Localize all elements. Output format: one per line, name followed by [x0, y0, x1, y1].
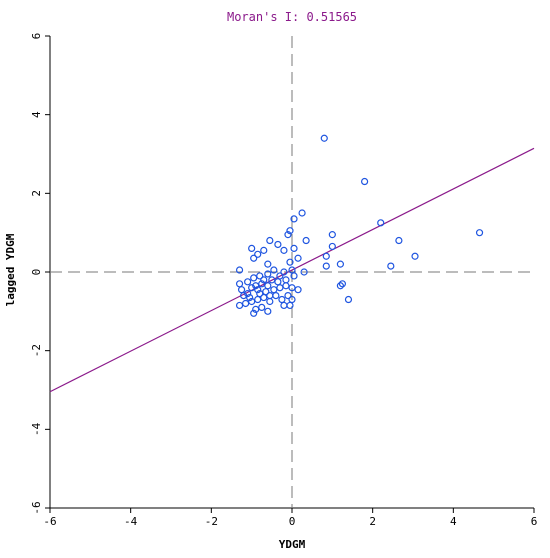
scatter-point [290, 272, 298, 280]
scatter-point [276, 284, 284, 292]
scatter-point [274, 278, 282, 286]
scatter-point [395, 236, 403, 245]
chart-title: Moran's I: 0.51565 [227, 10, 357, 24]
scatter-point [328, 242, 336, 251]
y-tick-label: 2 [30, 190, 43, 197]
scatter-point [258, 303, 266, 311]
scatter-point [240, 292, 248, 300]
scatter-point [282, 282, 290, 290]
scatter-point [254, 295, 262, 304]
scatter-point [290, 215, 298, 223]
scatter-point [260, 276, 268, 284]
x-tick-label: -4 [124, 515, 138, 528]
scatter-point [260, 246, 268, 254]
scatter-point [266, 292, 274, 300]
scatter-point [254, 286, 262, 294]
scatter-point [235, 280, 244, 288]
scatter-point [282, 276, 290, 284]
scatter-point [270, 286, 278, 294]
scatter-point [252, 305, 260, 313]
scatter-point [254, 250, 262, 258]
x-tick-label: 0 [289, 515, 296, 528]
scatter-point [272, 292, 280, 300]
scatter-point [475, 229, 484, 237]
scatter-point [302, 236, 310, 245]
scatter-point [377, 219, 385, 227]
scatter-point [248, 297, 256, 306]
scatter-point [237, 286, 246, 294]
scatter-point [328, 231, 336, 239]
y-tick-label: 6 [30, 33, 43, 40]
scatter-point [264, 270, 272, 278]
scatter-point [284, 292, 292, 300]
scatter-point [387, 262, 395, 270]
scatter-point [338, 280, 347, 288]
scatter-point [336, 260, 344, 268]
scatter-point [286, 301, 294, 310]
scatter-point [300, 268, 308, 276]
quadrant-lines [50, 36, 534, 508]
x-tick-label: 2 [369, 515, 376, 528]
scatter-point [244, 290, 252, 298]
scatter-point [256, 290, 264, 298]
scatter-point [298, 209, 306, 217]
scatter-point [336, 282, 344, 290]
scatter-point [294, 286, 302, 294]
scatter-point [290, 244, 298, 252]
data-points [235, 134, 484, 317]
scatter-point [262, 288, 270, 296]
scatter-point [322, 262, 330, 270]
scatter-point [411, 252, 419, 260]
scatter-point [264, 282, 272, 290]
y-axis-label: lagged YDGM [4, 233, 17, 306]
scatter-point [235, 266, 244, 274]
scatter-point [274, 240, 282, 249]
scatter-point [248, 284, 256, 292]
scatter-point [268, 276, 276, 284]
y-tick-label: 0 [30, 269, 43, 276]
scatter-point [258, 280, 266, 288]
y-tick-label: -4 [30, 422, 43, 436]
scatter-point [264, 260, 272, 268]
scatter-point [246, 293, 254, 302]
scatter-point [294, 254, 302, 262]
x-axis-label: YDGM [279, 538, 306, 551]
scatter-point [244, 278, 252, 286]
x-tick-label: 6 [531, 515, 538, 528]
scatter-point [250, 309, 258, 317]
y-tick-label: 4 [30, 111, 43, 118]
scatter-point [250, 274, 258, 282]
x-tick-label: -6 [43, 515, 56, 528]
scatter-point [270, 266, 278, 274]
scatter-point [286, 227, 294, 235]
x-tick-label: 4 [450, 515, 457, 528]
scatter-point [248, 244, 256, 252]
scatter-point [256, 272, 264, 280]
y-tick-label: -2 [30, 344, 43, 357]
scatter-point [286, 258, 294, 266]
scatter-point [280, 246, 288, 254]
scatter-point [344, 295, 353, 304]
axes: -6 -4 -2 0 2 4 6 -6 -4 -2 0 2 4 6 [30, 33, 537, 528]
scatter-point [284, 231, 292, 239]
scatter-point [242, 299, 250, 308]
scatter-point [252, 282, 260, 290]
regression-line [49, 147, 535, 393]
y-tick-label: -6 [30, 501, 43, 514]
scatter-point [266, 297, 274, 306]
scatter-point [278, 295, 286, 304]
scatter-point [264, 307, 272, 315]
scatter-point [280, 268, 288, 276]
regression-line-group [49, 147, 535, 393]
scatter-point [288, 284, 296, 292]
scatter-point [266, 236, 274, 245]
scatter-point [322, 252, 330, 260]
scatter-point [320, 134, 328, 142]
scatter-point [235, 301, 244, 310]
scatter-point [250, 254, 258, 262]
x-tick-label: -2 [205, 515, 218, 528]
scatter-point [361, 177, 369, 186]
scatter-point [280, 301, 288, 310]
